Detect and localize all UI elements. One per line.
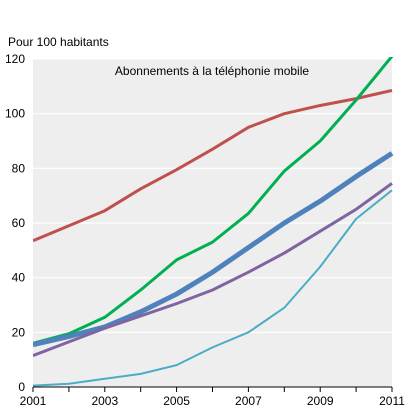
x-tick-label: 2001 — [20, 394, 47, 408]
x-tick-label: 2009 — [307, 394, 334, 408]
x-tick-label: 2011 — [379, 394, 405, 408]
y-tick-label: 60 — [12, 216, 26, 230]
series-line-4 — [33, 182, 393, 357]
y-tick-label: 40 — [12, 271, 26, 285]
y-tick-label: 20 — [12, 325, 26, 339]
series-line-2 — [33, 57, 394, 345]
axes: 0 20 40 60 80 100 120 2001 2003 2005 2007 2009 2011 — [5, 52, 405, 408]
y-tick-label: 100 — [5, 107, 25, 121]
x-tick-label: 2003 — [91, 394, 118, 408]
y-tick-label: 80 — [12, 161, 26, 175]
series-line-3 — [33, 151, 394, 348]
x-tick-label: 2007 — [235, 394, 262, 408]
y-axis-label: Pour 100 habitants — [8, 35, 109, 49]
chart-title: Abonnements à la téléphonie mobile — [115, 64, 309, 78]
x-tick-label: 2005 — [163, 394, 190, 408]
series-layer — [33, 57, 394, 387]
y-tick-label: 120 — [5, 52, 25, 66]
series-line-5 — [33, 189, 393, 387]
series-line-1 — [33, 88, 393, 243]
y-tick-label: 0 — [18, 380, 25, 394]
